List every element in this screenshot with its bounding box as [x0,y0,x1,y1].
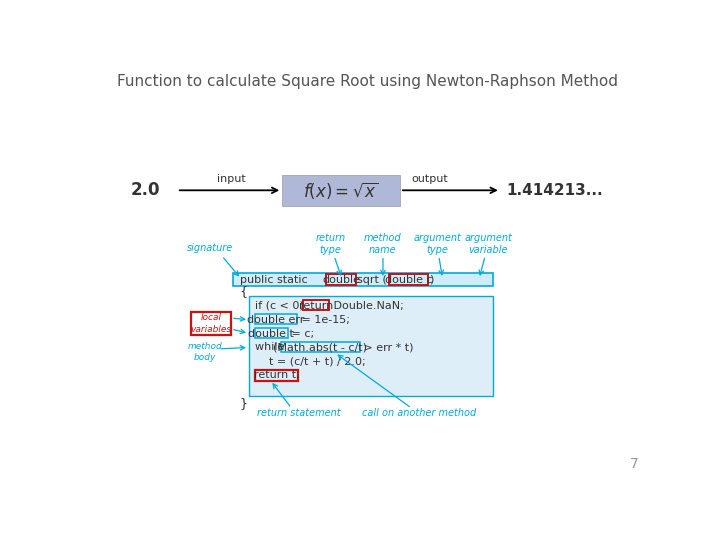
Text: method
name: method name [364,233,402,255]
FancyBboxPatch shape [233,273,493,286]
Text: local
variables: local variables [190,313,231,334]
Text: if (c < 0): if (c < 0) [255,301,307,311]
Text: double: double [322,275,360,285]
Text: call on another method: call on another method [362,408,477,418]
Text: > err * t): > err * t) [361,342,414,353]
Text: return statement: return statement [258,408,341,418]
Text: {: { [240,285,248,298]
FancyBboxPatch shape [249,296,493,396]
Text: double err: double err [247,315,305,325]
Text: output: output [411,174,448,184]
Text: public static: public static [240,275,311,285]
Text: }: } [240,397,248,410]
Text: 1.414213...: 1.414213... [506,183,603,198]
Text: input: input [217,174,246,184]
Text: = c;: = c; [289,328,315,339]
Text: 7: 7 [630,457,639,471]
Text: 2.0: 2.0 [131,181,161,199]
Text: double c: double c [384,275,432,285]
Text: Double.NaN;: Double.NaN; [330,301,404,311]
FancyBboxPatch shape [282,175,400,206]
Text: ): ) [428,275,433,285]
Text: sqrt (: sqrt ( [356,275,390,285]
Text: while: while [255,342,288,353]
Text: signature: signature [187,243,233,253]
Text: argument
variable: argument variable [464,233,513,255]
Text: return: return [300,301,333,311]
Text: double t: double t [248,328,294,339]
Text: (Math.abs(t - c/t): (Math.abs(t - c/t) [273,342,367,353]
Text: Function to calculate Square Root using Newton-Raphson Method: Function to calculate Square Root using … [117,74,618,89]
Text: t = (c/t + t) / 2.0;: t = (c/t + t) / 2.0; [269,356,366,366]
Text: = 1e-15;: = 1e-15; [297,315,350,325]
Text: method
body: method body [187,342,222,362]
Text: return t;: return t; [253,370,300,380]
Text: argument
type: argument type [413,233,461,255]
Text: return
type: return type [315,233,346,255]
Text: $f(x) = \sqrt{x}$: $f(x) = \sqrt{x}$ [303,180,379,201]
